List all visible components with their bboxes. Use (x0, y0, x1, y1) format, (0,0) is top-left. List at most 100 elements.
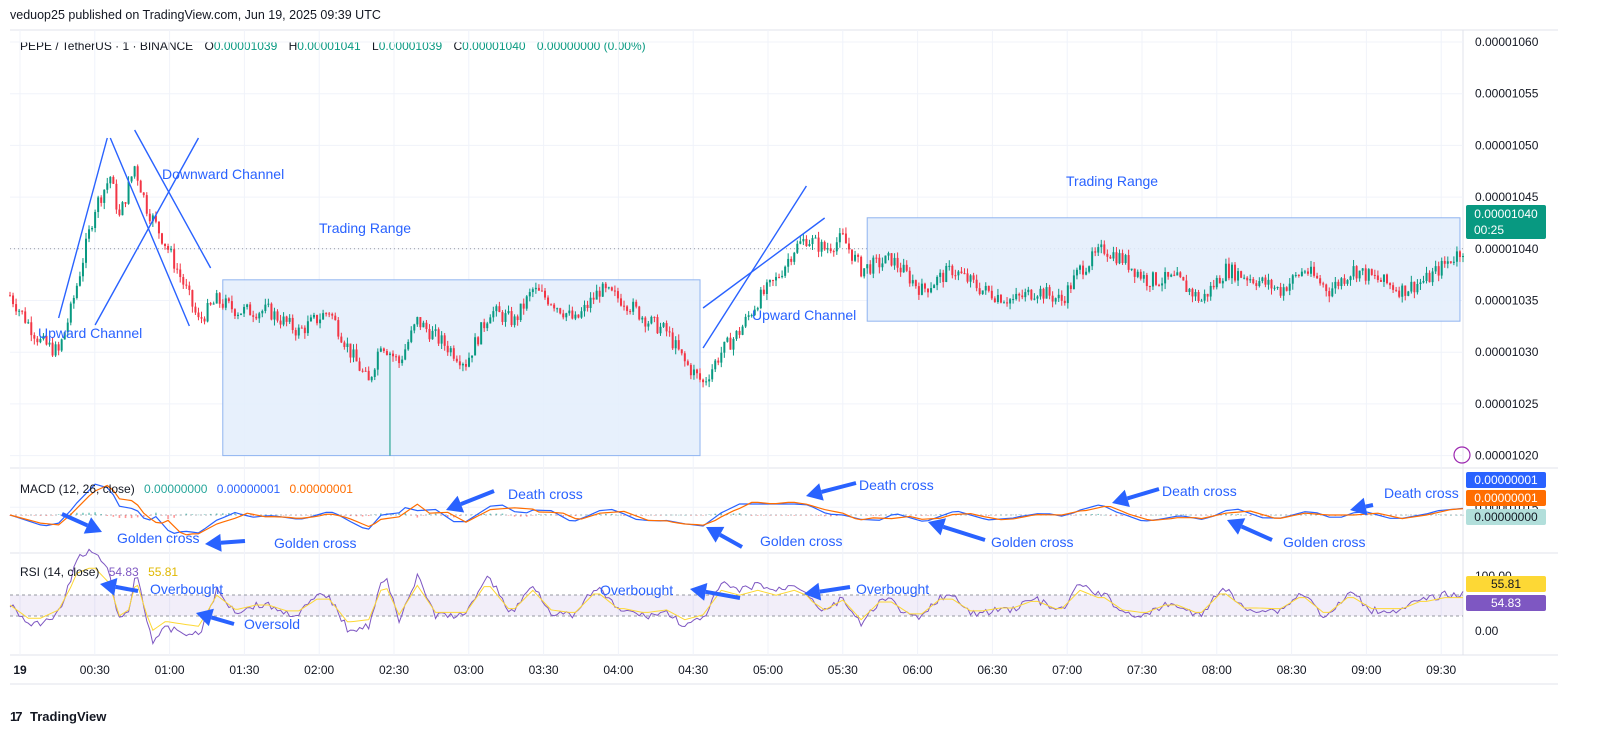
candle-body (227, 298, 230, 302)
candle-body (273, 311, 276, 320)
macd-histogram-bar (1450, 514, 1452, 516)
candle-body (1437, 266, 1440, 276)
arrow-head (690, 582, 708, 601)
candle-body (841, 233, 844, 235)
macd-histogram-bar (744, 514, 747, 515)
candle-body (917, 286, 920, 295)
candle-body (1364, 268, 1367, 281)
candle-body (1121, 253, 1124, 263)
macd-histogram-bar (641, 515, 644, 516)
rsi-title[interactable]: RSI (14, close) (20, 565, 100, 579)
time-tick-label: 04:00 (603, 663, 633, 677)
candle-body (1431, 271, 1434, 283)
candle-body (410, 330, 413, 342)
candle-body (12, 295, 15, 305)
candle-body (233, 309, 236, 317)
macd-histogram-bar (1273, 514, 1276, 516)
candle-body (501, 312, 504, 322)
candle-body (559, 308, 562, 314)
candle-body (197, 312, 200, 318)
candle-body (604, 283, 607, 289)
candle-body (884, 255, 887, 264)
candle-body (513, 316, 516, 326)
macd-histogram-bar (1243, 514, 1245, 516)
macd-histogram-bar (1304, 514, 1306, 515)
macd-title[interactable]: MACD (12, 26, close) (20, 482, 135, 496)
candle-body (1462, 256, 1464, 258)
candle-body (1106, 253, 1109, 257)
chart-canvas[interactable]: 0.00001060 0.00001055 0.00001050 0.00001045… (0, 0, 1600, 700)
candle-body (279, 320, 282, 325)
candle-body (1118, 253, 1121, 264)
candle-body (820, 241, 823, 252)
macd-histogram-bar (185, 513, 188, 515)
price-tick-label: 0.00001060 (1475, 35, 1539, 49)
macd-histogram-bar (823, 515, 826, 517)
macd-histogram-bar (933, 514, 935, 516)
candle-body (1446, 261, 1449, 264)
candle-body (1194, 292, 1197, 297)
candle-body (1224, 263, 1227, 281)
candle-body (343, 342, 346, 347)
candle-body (1133, 268, 1136, 277)
candle-body (1142, 275, 1145, 279)
candle-body (1325, 284, 1328, 292)
macd-histogram-bar (1200, 515, 1203, 516)
candle-body (191, 290, 194, 307)
candle-body (1249, 279, 1252, 281)
macd-histogram-bar (574, 515, 577, 516)
time-axis: 19 00:30 01:00 01:30 02:00 02:30 03:00 03:30 04:… (13, 663, 1456, 677)
time-tick-label: 03:30 (529, 663, 559, 677)
arrow-head (928, 518, 946, 536)
candle-body (1164, 272, 1167, 284)
price-tag-countdown: 00:25 (1474, 223, 1504, 237)
candle-body (881, 263, 884, 268)
candle-body (319, 319, 322, 324)
macd-histogram-bar (653, 515, 656, 516)
candle-body (705, 381, 708, 383)
candle-body (1048, 287, 1051, 296)
arrow-head (804, 582, 822, 601)
candle-body (179, 269, 182, 278)
candle-body (1392, 285, 1395, 290)
candle-body (653, 316, 656, 318)
candle-body (340, 336, 343, 343)
candle-body (1033, 298, 1036, 300)
candle-body (1097, 247, 1100, 253)
candle-body (203, 318, 206, 322)
candle-body (72, 297, 75, 304)
candle-body (1389, 283, 1392, 286)
candle-body (285, 316, 288, 322)
macd-histogram-bar (1146, 515, 1148, 516)
time-tick-label: 09:30 (1426, 663, 1456, 677)
candle-body (118, 209, 121, 216)
candle-body (562, 313, 565, 318)
candle-body (601, 283, 604, 297)
candle-body (799, 241, 802, 244)
candle-body (258, 313, 261, 319)
macd-histogram-bar (149, 515, 151, 516)
tradingview-logo[interactable]: 17 TradingView (10, 709, 106, 724)
macd-histogram-bar (787, 515, 789, 516)
macd-tag-teal-bg (1466, 509, 1546, 525)
candle-body (1443, 260, 1446, 264)
macd-histogram-bar (1267, 515, 1270, 516)
macd-histogram-bar (908, 515, 911, 516)
macd-histogram-bar (51, 515, 54, 516)
macd-histogram-bar (756, 515, 759, 516)
macd-histogram-bar (1097, 513, 1100, 515)
annotation-label: Trading Range (319, 220, 411, 236)
candle-body (115, 183, 118, 210)
candle-body (1279, 287, 1282, 296)
macd-histogram-bar (659, 515, 662, 516)
candle-body (1063, 300, 1066, 304)
macd-histogram-bar (1316, 514, 1318, 515)
candle-body (352, 349, 355, 358)
candle-body (1452, 261, 1455, 263)
macd-histogram-bar (611, 513, 613, 515)
candle-body (249, 304, 252, 316)
macd-histogram-bar (1109, 515, 1112, 517)
candle-body (553, 304, 556, 309)
candle-body (355, 349, 358, 362)
arrow-head (1350, 497, 1368, 516)
